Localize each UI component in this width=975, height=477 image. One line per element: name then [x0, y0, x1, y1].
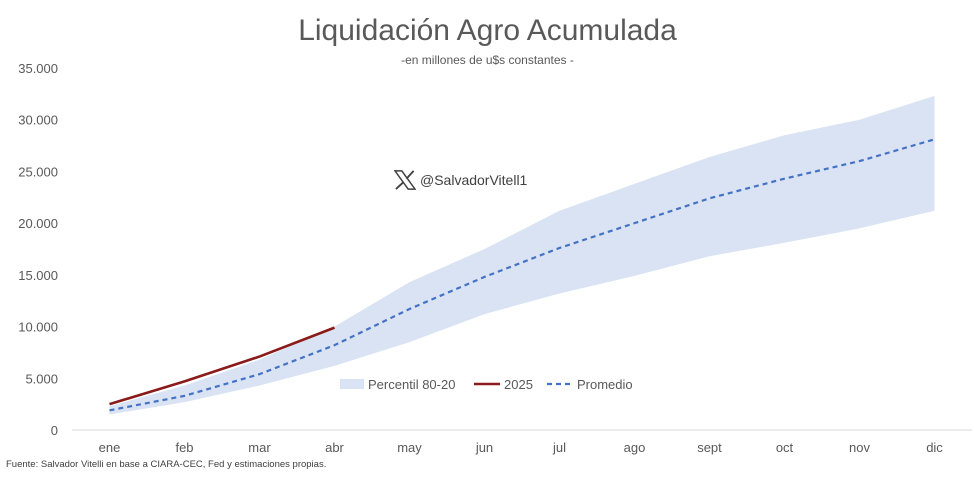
- x-tick-label: abr: [325, 440, 344, 455]
- y-tick-label: 20.000: [18, 216, 58, 231]
- x-tick-label: jul: [552, 440, 566, 455]
- source-footer: Fuente: Salvador Vitelli en base a CIARA…: [6, 459, 327, 470]
- y-tick-label: 25.000: [18, 164, 58, 179]
- percentile-band: [109, 95, 935, 415]
- chart-title: Liquidación Agro Acumulada: [298, 14, 677, 47]
- y-tick-label: 35.000: [18, 61, 58, 76]
- y-tick-label: 15.000: [18, 268, 58, 283]
- chart-subtitle: -en millones de u$s constantes -: [401, 53, 574, 67]
- x-tick-label: may: [397, 440, 422, 455]
- legend-swatch-band: [340, 379, 364, 389]
- series-line-2025: [109, 326, 335, 406]
- y-tick-label: 5.000: [25, 371, 58, 386]
- x-logo-icon: [394, 170, 416, 190]
- legend-label-2025: 2025: [504, 377, 533, 392]
- x-tick-label: jun: [475, 440, 493, 455]
- x-tick-label: feb: [175, 440, 193, 455]
- x-tick-label: nov: [849, 440, 870, 455]
- x-tick-label: ago: [624, 440, 646, 455]
- legend-label-band: Percentil 80-20: [368, 377, 455, 392]
- y-tick-label: 30.000: [18, 113, 58, 128]
- y-tick-label: 10.000: [18, 320, 58, 335]
- legend-label-promedio: Promedio: [577, 377, 633, 392]
- x-tick-label: oct: [776, 440, 794, 455]
- x-tick-label: mar: [248, 440, 271, 455]
- x-tick-label: dic: [926, 440, 943, 455]
- x-tick-label: ene: [99, 440, 121, 455]
- y-tick-label: 0: [51, 423, 58, 438]
- twitter-handle: @SalvadorVitell1: [394, 170, 527, 190]
- x-tick-label: sept: [697, 440, 722, 455]
- twitter-handle-text: @SalvadorVitell1: [420, 172, 528, 188]
